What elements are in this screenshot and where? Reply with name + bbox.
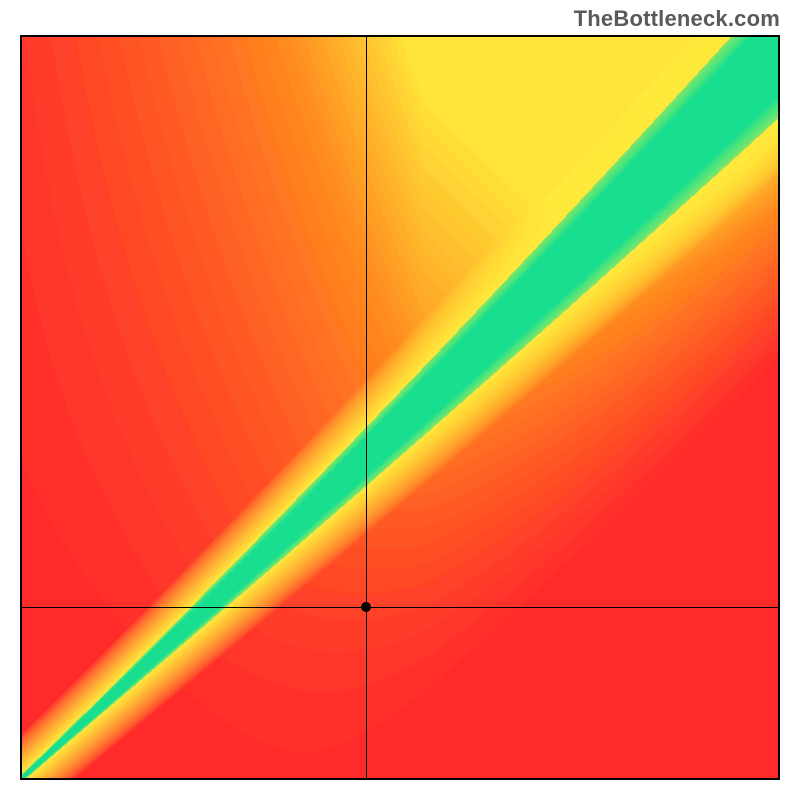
crosshair-vertical	[366, 35, 367, 780]
crosshair-horizontal	[20, 607, 780, 608]
watermark-text: TheBottleneck.com	[574, 6, 780, 32]
crosshair-marker	[361, 602, 371, 612]
plot-frame	[20, 35, 780, 780]
